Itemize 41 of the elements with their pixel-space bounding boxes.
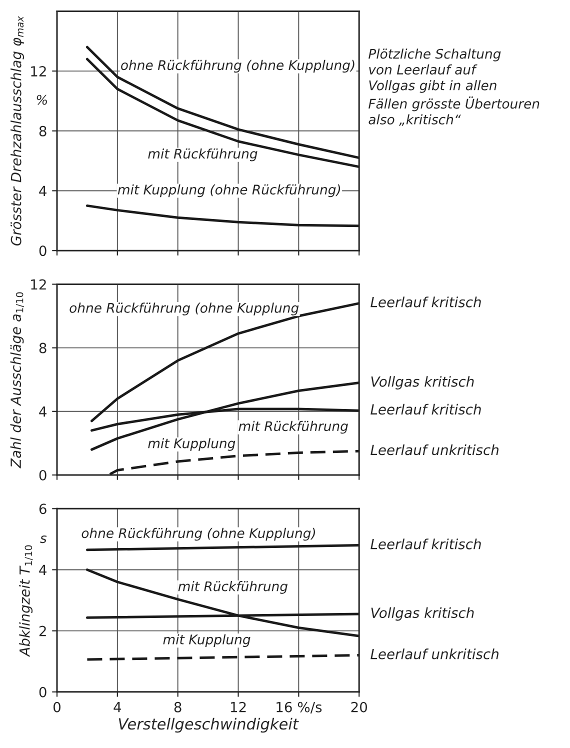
y-tick-label: 0 (39, 470, 46, 480)
y-tick-label: 4 (39, 564, 46, 576)
y-tick-label: 2 (39, 626, 46, 636)
y-tick-label: 4 (39, 406, 46, 417)
y-axis-title: Grösster Drehzahlausschlag φ$_{max}$ (10, 16, 24, 246)
x-tick-label: 20 (351, 702, 368, 712)
series-label: Leerlauf kritisch (370, 404, 481, 415)
x-axis-title: Verstellgeschwindigkeit (118, 718, 299, 733)
text: Plötzliche Schaltung von Leerlauf auf Vollgas gibt in allen Fällen grösste Übertouren also „kritisch“ (368, 48, 540, 126)
annotation: mit Kupplung (163, 634, 250, 647)
x-tick-label: 16 %/s (276, 702, 322, 714)
annotation: mit Kupplung (148, 438, 236, 451)
series-label: Vollgas kritisch (371, 376, 474, 390)
series-label: Leerlauf kritisch (370, 296, 481, 308)
text: % (36, 94, 47, 105)
y-tick-label: 12 (31, 279, 46, 290)
y-axis-title: Abklingzeit T$_{1/10}$ (19, 545, 33, 658)
x-tick-label: 4 (114, 702, 122, 712)
x-tick-label: 0 (53, 702, 60, 712)
annotation: ohne Rückführung (ohne Kupplung) (121, 60, 354, 73)
text: s (40, 535, 47, 544)
y-tick-label: 0 (39, 686, 46, 698)
y-tick-label: 0 (39, 246, 46, 256)
series-label: Leerlauf unkritisch (370, 444, 498, 456)
y-tick-label: 12 (31, 66, 46, 76)
series-label: Vollgas kritisch (371, 607, 474, 621)
y-tick-label: 4 (39, 186, 46, 196)
y-tick-label: 6 (39, 504, 46, 514)
annotation: mit Rückführung (238, 420, 348, 434)
annotation: mit Rückführung (178, 581, 288, 594)
annotation: mit Rückführung (148, 148, 258, 162)
x-tick-label: 12 (230, 702, 246, 712)
series-label: Leerlauf kritisch (370, 538, 481, 550)
y-tick-label: 8 (39, 342, 46, 354)
annotation: mit Kupplung (ohne Rückführung) (118, 184, 340, 198)
series-label: Leerlauf unkritisch (370, 648, 498, 660)
y-axis-title: Zahl der Ausschläge a$_{1/10}$ (10, 292, 24, 468)
y-tick-label: 8 (39, 126, 46, 136)
x-tick-label: 8 (174, 702, 182, 712)
annotation: ohne Rückführung (ohne Kupplung (70, 302, 299, 316)
annotation: ohne Rückführung (ohne Kupplung) (82, 528, 316, 541)
